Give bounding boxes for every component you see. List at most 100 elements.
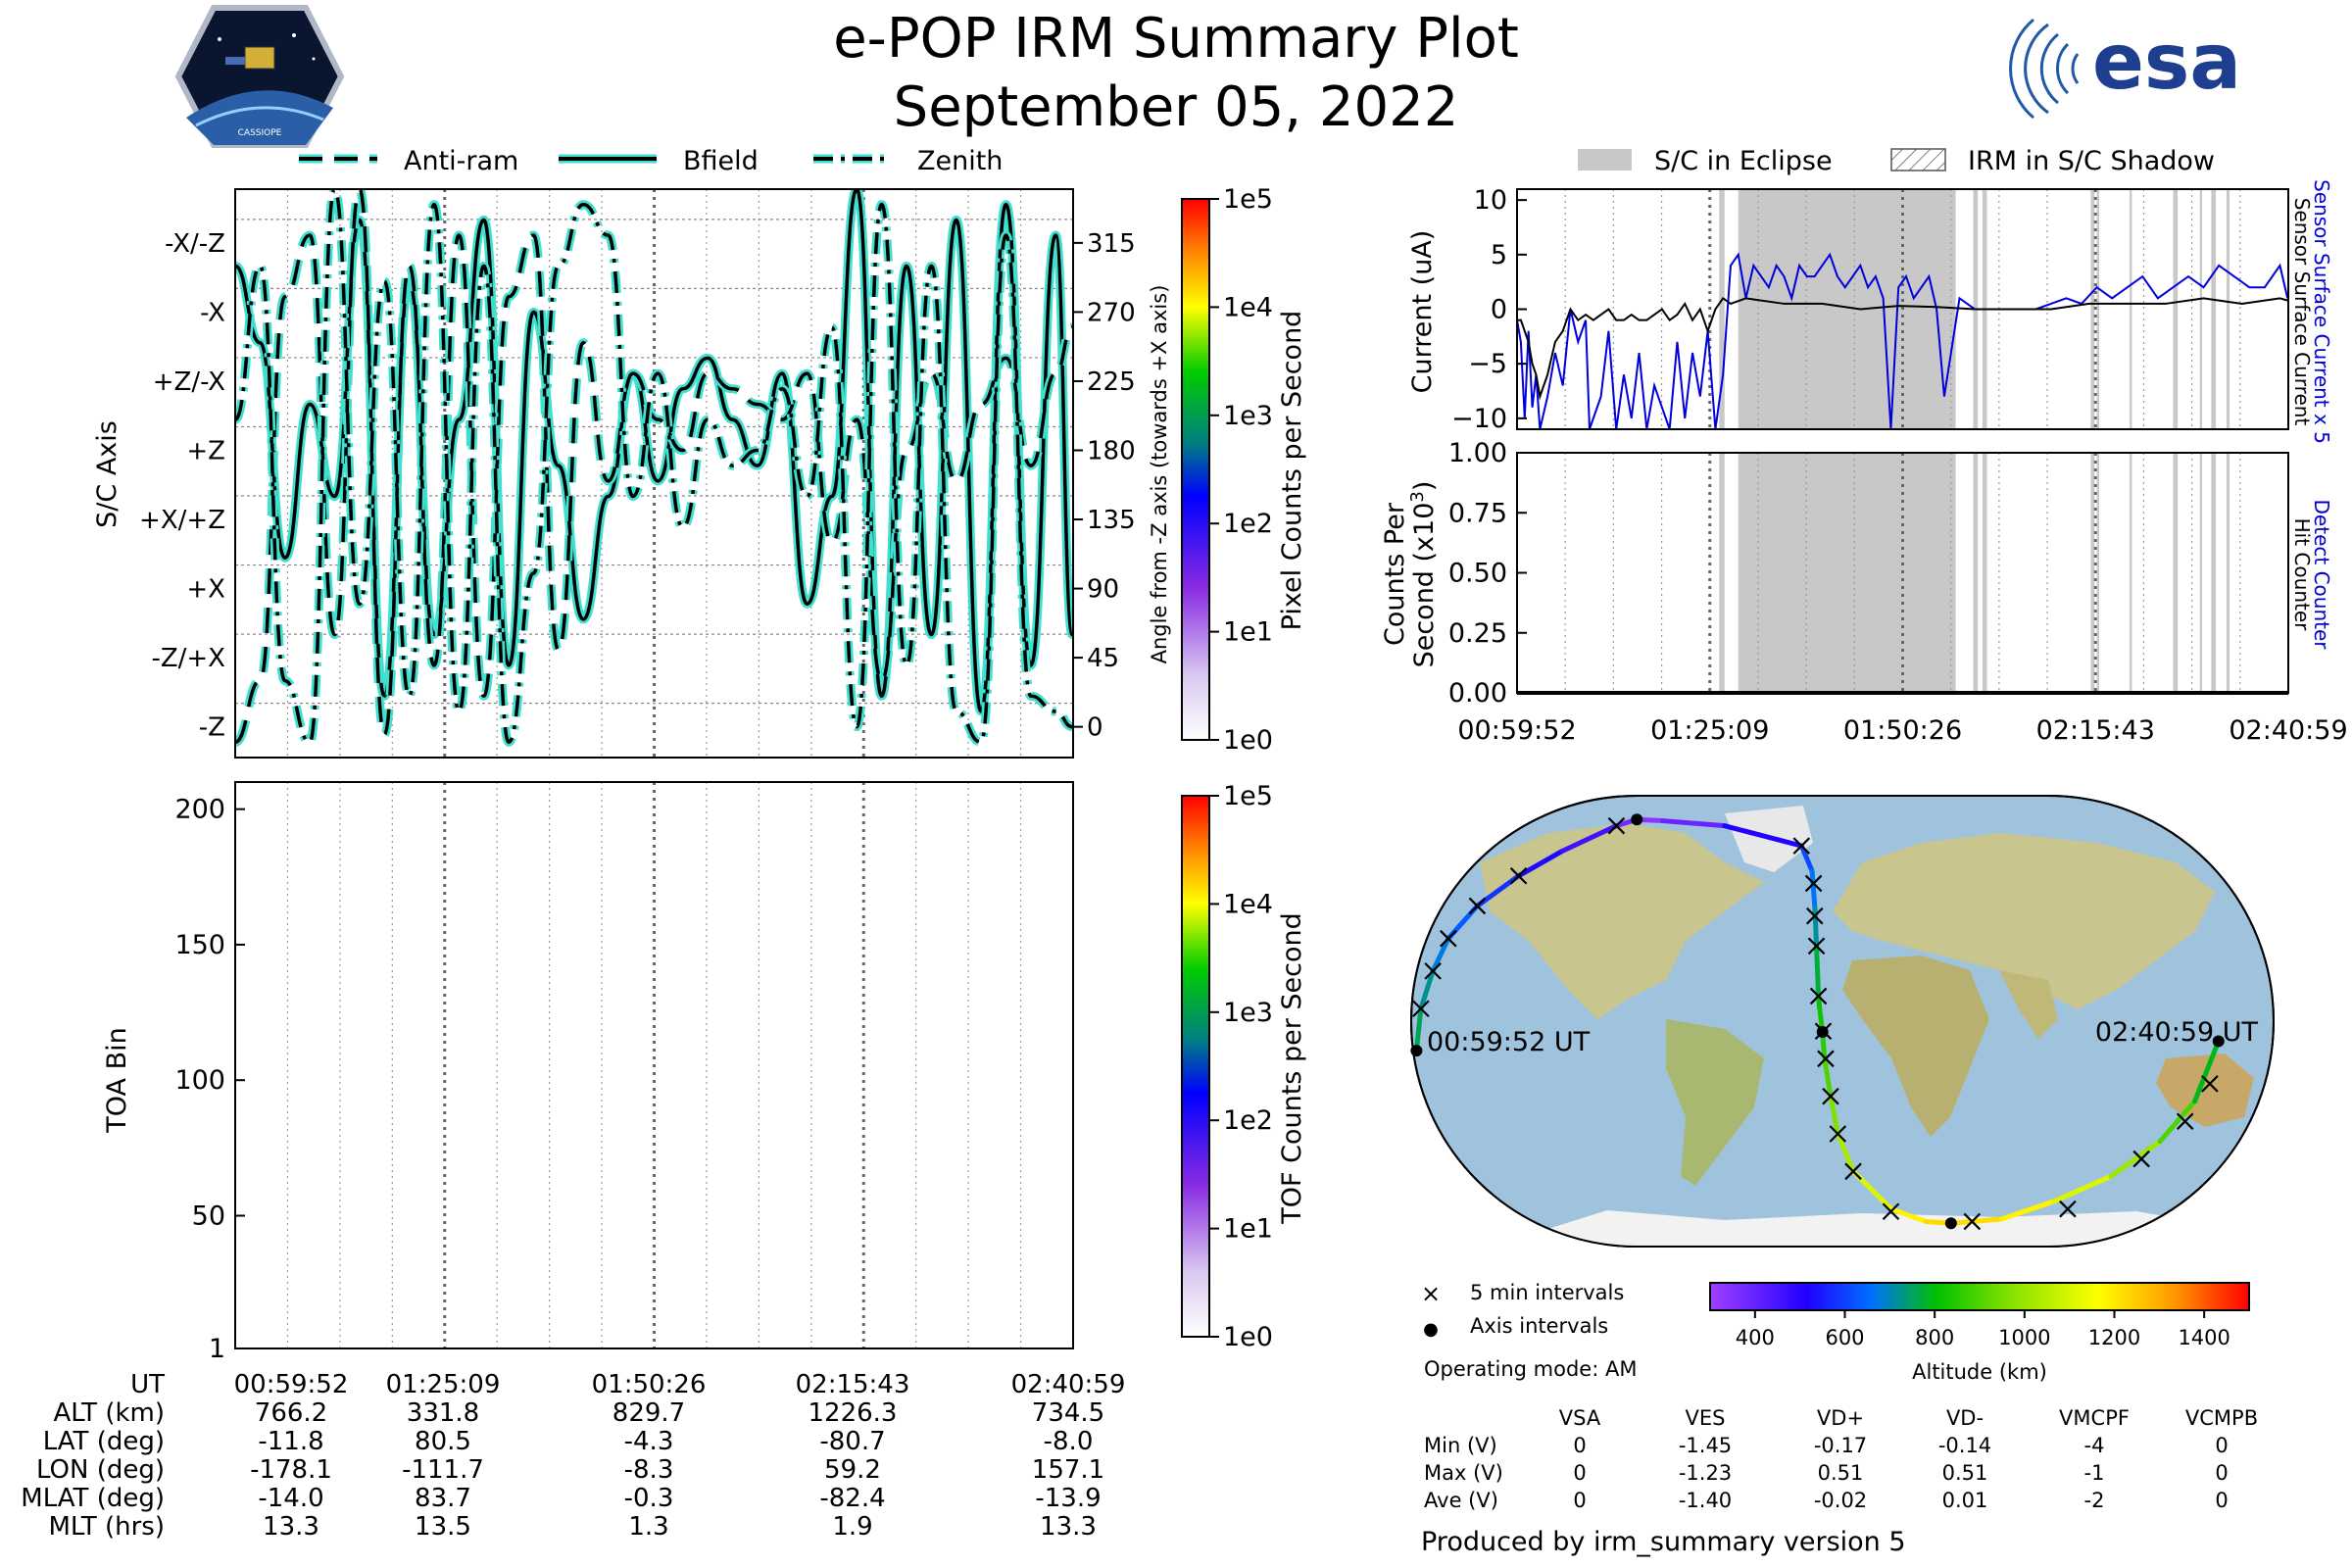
- track-segment: [1828, 1094, 1840, 1137]
- counts-right-label-2: Hit Counter: [2290, 518, 2314, 631]
- eclipse-band: [2173, 189, 2179, 429]
- counts-tick: 0.00: [1448, 678, 1507, 709]
- colorbar-tick: 1e0: [1223, 1322, 1273, 1352]
- five-min-marker: [2059, 1200, 2077, 1218]
- figure-title: e-POP IRM Summary Plot: [833, 7, 1519, 71]
- eclipse-band: [2226, 189, 2230, 429]
- track-segment: [1948, 1216, 2005, 1226]
- voltage-cell: -1.40: [1679, 1489, 1732, 1512]
- current-tick: −5: [1468, 349, 1507, 379]
- five-min-marker: [1412, 1000, 1430, 1017]
- right-time-tick: 01:50:26: [1843, 715, 1962, 746]
- voltage-col-header: VSA: [1559, 1406, 1601, 1430]
- current-lines: [1517, 252, 2288, 429]
- eclipse-band: [2226, 453, 2230, 693]
- voltage-col-header: VD-: [1946, 1406, 1984, 1430]
- eclipse-band: [1973, 453, 1979, 693]
- ephemeris-cell: -111.7: [402, 1455, 484, 1485]
- eclipse-band: [2173, 453, 2179, 693]
- map-end-label: 02:40:59 UT: [2095, 1017, 2259, 1048]
- track-segment: [1722, 823, 1804, 849]
- eclipse-band: [1982, 453, 1987, 693]
- colorbar-tick: 1e1: [1223, 617, 1273, 648]
- current-tick: −10: [1451, 404, 1507, 434]
- map-legend: × 5 min intervals ● Axis intervals Opera…: [1421, 1280, 1638, 1381]
- ephemeris-cell: 13.3: [1040, 1512, 1097, 1542]
- voltage-cell: 0: [2215, 1489, 2228, 1512]
- tof-colorbar-label: TOF Counts per Second: [1277, 912, 1307, 1225]
- counts-panel: 1.00 0.75 0.50 0.25 0.00 Counts Per Second (…: [1380, 438, 2333, 709]
- axis-right-tick: 225: [1087, 368, 1136, 397]
- altitude-tick: 400: [1736, 1326, 1775, 1349]
- ephemeris-cell: -13.9: [1035, 1484, 1101, 1513]
- five-min-marker: [1607, 816, 1626, 835]
- five-min-marker: [1809, 987, 1828, 1005]
- current-ylabel: Current (uA): [1407, 230, 1438, 394]
- toa-panel: 200 150 100 50 1 TOA Bin: [102, 781, 1074, 1364]
- eclipse-band: [2096, 189, 2099, 429]
- eclipse-band: [2090, 189, 2095, 429]
- current-series-000000: [1517, 296, 2288, 401]
- axis-right-tick: 315: [1087, 229, 1136, 259]
- toa-tick: 150: [174, 930, 225, 960]
- eclipse-band: [1738, 189, 1956, 429]
- colorbar-tick: 1e4: [1223, 889, 1273, 919]
- axis-right-tick: 0: [1087, 713, 1103, 743]
- esa-logo-text: esa: [2092, 19, 2241, 107]
- pixel-colorbar: 1e5 1e4 1e3 1e2 1e1 1e0 Pixel Counts per Seco…: [1181, 184, 1307, 756]
- voltage-cell: -2: [2084, 1489, 2105, 1512]
- axis-right-tick: 45: [1087, 644, 1119, 673]
- track-segment: [1809, 868, 1818, 911]
- axis-ylabel: S/C Axis: [92, 420, 122, 528]
- axis-left-tick: -Z/+X: [151, 644, 225, 673]
- map-land: [1480, 806, 2254, 1247]
- voltage-cell: 0.51: [1942, 1461, 1988, 1485]
- eclipse-legend: S/C in Eclipse IRM in S/C Shadow: [1578, 146, 2215, 176]
- five-min-marker: [1807, 937, 1826, 956]
- ephemeris-header: UT: [130, 1370, 165, 1399]
- five-min-marker: [1805, 906, 1824, 925]
- pixel-colorbar-ticks: 1e5 1e4 1e3 1e2 1e1 1e0: [1209, 184, 1273, 756]
- toa-tick: 1: [209, 1334, 225, 1364]
- voltage-cell: 0: [2215, 1461, 2228, 1485]
- voltage-table: VSA VES VD+ VD- VMCPF VCMPB Min (V) 0 -1.45 -0.17…: [1424, 1406, 2258, 1512]
- toa-tick: 100: [174, 1065, 225, 1096]
- counts-ticks: 1.00 0.75 0.50 0.25 0.00: [1448, 438, 1527, 709]
- ground-track-map: 00:59:52 UT 02:40:59 UT: [1410, 795, 2275, 1248]
- track-segment: [1418, 968, 1436, 1011]
- axis-left-tick: +X/+Z: [139, 506, 225, 535]
- pixel-colorbar-label: Pixel Counts per Second: [1277, 311, 1307, 631]
- colorbar-tick: 1e5: [1223, 184, 1273, 215]
- ephemeris-header: MLAT (deg): [21, 1484, 165, 1513]
- toa-ylabel: TOA Bin: [102, 1027, 132, 1133]
- axis-right-tick: 270: [1087, 298, 1136, 327]
- counts-grid: [1564, 453, 2241, 693]
- legend-eclipse: S/C in Eclipse: [1654, 146, 1833, 176]
- eclipse-band: [2090, 453, 2095, 693]
- five-min-marker: [1792, 837, 1811, 855]
- voltage-cell: 0.01: [1942, 1489, 1988, 1512]
- ephemeris-cell: 1226.3: [808, 1398, 898, 1428]
- esa-logo: esa: [2009, 18, 2241, 120]
- voltage-cell: -4: [2084, 1434, 2105, 1457]
- ephemeris-cell: 766.2: [255, 1398, 327, 1428]
- ephemeris-cell: 59.2: [824, 1455, 881, 1485]
- ephemeris-time: 00:59:52: [234, 1370, 349, 1399]
- track-segment: [1430, 936, 1451, 974]
- eclipse-band: [2199, 453, 2203, 693]
- five-min-marker: [1844, 1162, 1862, 1181]
- ephemeris-cell: 331.8: [407, 1398, 479, 1428]
- eclipse-band: [2130, 453, 2132, 693]
- colorbar-tick: 1e3: [1223, 401, 1273, 431]
- axis-legend: Anti-ram Bfield Zenith: [299, 146, 1003, 176]
- legend-shadow: IRM in S/C Shadow: [1968, 146, 2215, 176]
- altitude-tick: 1400: [2178, 1326, 2230, 1349]
- right-time-tick: 02:15:43: [2036, 715, 2155, 746]
- right-time-tick: 01:25:09: [1650, 715, 1769, 746]
- axis-left-tick: +Z: [186, 436, 225, 466]
- land-australia: [2156, 1054, 2254, 1127]
- ephemeris-header: ALT (km): [53, 1398, 165, 1428]
- current-panel: 10 5 0 −5 −10 Current (uA) Sensor Surface Cu…: [1407, 179, 2333, 444]
